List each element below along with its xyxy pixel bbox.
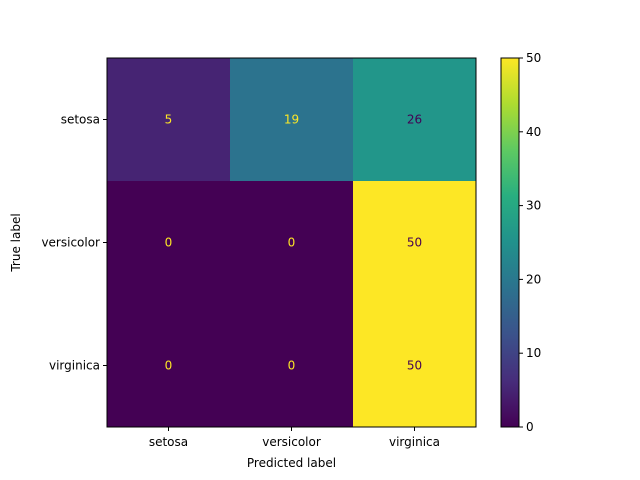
colorbar-tick-label: 30 <box>526 199 541 213</box>
colorbar-tick-label: 20 <box>526 272 541 286</box>
heatmap-cells <box>107 58 477 428</box>
heatmap-cell <box>107 58 231 182</box>
cell-value-label: 5 <box>165 113 173 127</box>
heatmap-cell <box>353 181 477 305</box>
heatmap-cell <box>230 181 354 305</box>
cell-value-labels: 5 19 26 0 0 50 0 0 50 <box>165 113 422 373</box>
cell-value-label: 50 <box>407 359 422 373</box>
x-tick-label: versicolor <box>262 435 321 449</box>
cell-value-label: 0 <box>288 359 296 373</box>
colorbar-tick-label: 50 <box>526 51 541 65</box>
heatmap-cell <box>107 304 231 428</box>
x-axis-ticks: setosa versicolor virginica <box>149 427 440 449</box>
cell-value-label: 26 <box>407 113 422 127</box>
heatmap-cell <box>230 58 354 182</box>
colorbar-ticks: 0 10 20 30 40 50 <box>519 51 541 434</box>
y-tick-label: setosa <box>61 113 100 127</box>
colorbar-tick-label: 10 <box>526 346 541 360</box>
y-tick-label: versicolor <box>41 236 100 250</box>
x-tick-label: virginica <box>389 435 440 449</box>
cell-value-label: 0 <box>165 359 173 373</box>
cell-value-label: 19 <box>284 113 299 127</box>
x-axis-label: Predicted label <box>247 456 336 470</box>
heatmap-cell <box>107 181 231 305</box>
heatmap-cell <box>353 58 477 182</box>
colorbar-tick-label: 0 <box>526 420 534 434</box>
colorbar <box>500 57 520 428</box>
y-axis-label: True label <box>9 213 23 272</box>
heatmap-cell <box>353 304 477 428</box>
cell-value-label: 0 <box>288 236 296 250</box>
heatmap-cell <box>230 304 354 428</box>
cell-value-label: 50 <box>407 236 422 250</box>
y-tick-label: virginica <box>49 359 100 373</box>
colorbar-tick-label: 40 <box>526 125 541 139</box>
cell-value-label: 0 <box>165 236 173 250</box>
x-tick-label: setosa <box>149 435 188 449</box>
y-axis-ticks: setosa versicolor virginica <box>41 113 107 373</box>
